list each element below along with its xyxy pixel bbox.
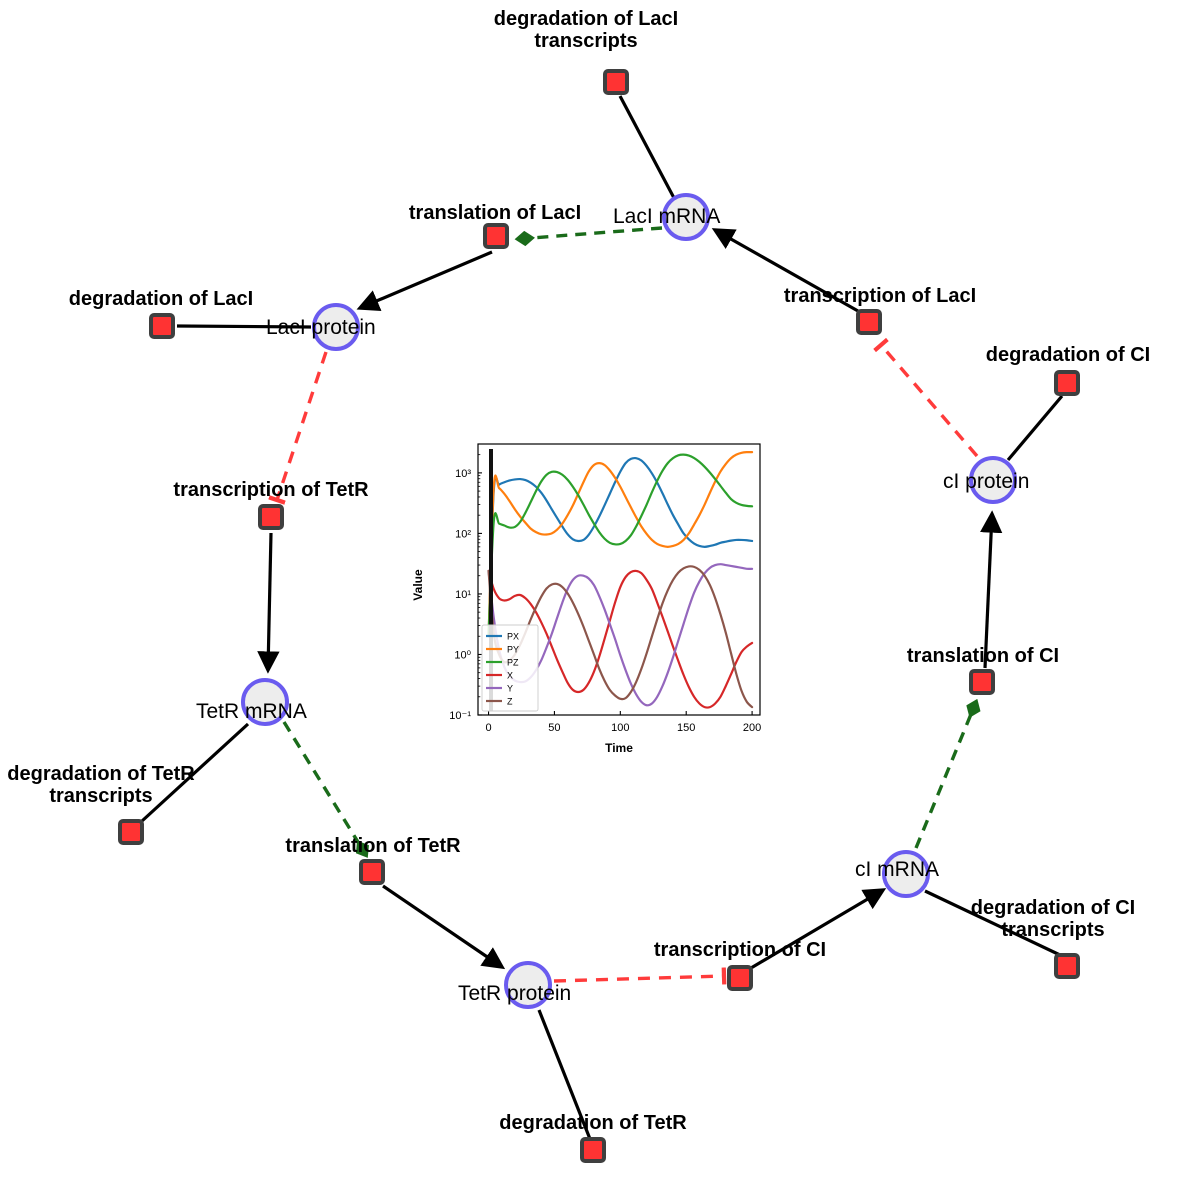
species-node-ci-mrna[interactable] bbox=[882, 850, 930, 898]
edge-transcription-tetr-to-tetr-mrna bbox=[257, 532, 280, 674]
x-tick-labels: 0 50 100 150 200 bbox=[485, 722, 761, 734]
edge-ci-mrna-to-translation-ci bbox=[914, 698, 981, 849]
series-line-pz bbox=[487, 453, 754, 638]
reaction-node-deg-laci-transcripts[interactable] bbox=[603, 69, 629, 95]
reaction-node-deg-tetr[interactable] bbox=[580, 1137, 606, 1163]
reaction-node-deg-tetr-transcripts[interactable] bbox=[118, 819, 144, 845]
x-tick-label: 150 bbox=[677, 722, 695, 734]
reaction-label-transcription-tetr: transcription of TetR bbox=[173, 479, 369, 501]
reaction-label-deg-laci-transcripts: degradation of LacI transcripts bbox=[493, 8, 679, 53]
y-axis-label: Value bbox=[411, 569, 425, 601]
x-tick-marks bbox=[487, 711, 753, 715]
reaction-label-transcription-ci: transcription of CI bbox=[653, 939, 827, 961]
edge-deg-laci-transcripts-to-laci-mrna bbox=[618, 95, 676, 199]
series-line-py bbox=[487, 451, 754, 638]
y-tick-label: 10¹ bbox=[455, 589, 471, 601]
edge-tetr-protein-to-deg-tetr bbox=[537, 1009, 592, 1140]
species-label-tetr-mrna: TetR mRNA bbox=[196, 700, 307, 723]
edge-tetr-protein-to-transcription-ci bbox=[553, 967, 727, 985]
edge-laci-protein-to-transcription-tetr bbox=[268, 351, 328, 505]
edge-tetr-mrna-to-translation-tetr bbox=[282, 721, 369, 858]
x-axis-label: Time bbox=[605, 741, 633, 755]
reaction-node-transcription-ci[interactable] bbox=[727, 965, 753, 991]
edge-transcription-ci-to-ci-mrna bbox=[750, 888, 887, 970]
species-label-ci-mrna: cI mRNA bbox=[855, 858, 939, 881]
reaction-node-deg-laci[interactable] bbox=[149, 313, 175, 339]
timecourse-plot-inset: 10⁻¹ 10⁰ 10¹ 10² 10³ 0 50 100 150 200 PX PY PZ X Y Z … bbox=[406, 435, 784, 760]
species-label-tetr-protein: TetR protein bbox=[458, 982, 572, 1005]
y-tick-label: 10² bbox=[455, 528, 471, 540]
species-node-tetr-protein[interactable] bbox=[504, 961, 552, 1009]
species-label-laci-mrna: LacI mRNA bbox=[613, 205, 721, 228]
reaction-label-translation-tetr: translation of TetR bbox=[285, 835, 461, 857]
edge-ci-protein-to-transcription-laci bbox=[873, 337, 979, 458]
reaction-node-translation-ci[interactable] bbox=[969, 669, 995, 695]
legend-label-py: PY bbox=[507, 644, 519, 654]
legend-label-y: Y bbox=[507, 683, 513, 693]
species-node-ci-protein[interactable] bbox=[969, 456, 1017, 504]
x-tick-label: 200 bbox=[743, 722, 761, 734]
reaction-node-translation-tetr[interactable] bbox=[359, 859, 385, 885]
edge-group-product bbox=[257, 228, 1003, 970]
reaction-label-deg-laci: degradation of LacI bbox=[68, 288, 254, 310]
edge-ci-mrna-to-deg-ci-transcripts bbox=[924, 889, 1061, 957]
reaction-label-deg-tetr-transcripts: degradation of TetR transcripts bbox=[7, 763, 195, 808]
species-node-tetr-mrna[interactable] bbox=[241, 678, 289, 726]
species-label-laci-protein: LacI protein bbox=[266, 316, 376, 339]
reaction-label-deg-ci: degradation of CI bbox=[985, 344, 1151, 366]
edge-translation-ci-to-ci-protein bbox=[979, 510, 1003, 669]
reaction-label-deg-ci-transcripts: degradation of CI transcripts bbox=[970, 897, 1136, 942]
reaction-label-translation-laci: translation of LacI bbox=[408, 202, 582, 224]
reaction-label-translation-ci: translation of CI bbox=[906, 645, 1060, 667]
reaction-node-transcription-laci[interactable] bbox=[856, 309, 882, 335]
y-tick-label: 10⁻¹ bbox=[449, 710, 471, 722]
edge-laci-protein-to-deg-laci bbox=[176, 324, 312, 329]
chart-legend: PX PY PZ XYZ bbox=[481, 624, 539, 712]
species-node-laci-protein[interactable] bbox=[312, 303, 360, 351]
legend-label-px: PX bbox=[507, 631, 519, 641]
edge-translation-laci-to-laci-protein bbox=[356, 250, 493, 312]
x-tick-label: 50 bbox=[548, 722, 560, 734]
legend-label-pz: PZ bbox=[507, 657, 519, 667]
species-label-ci-protein: cI protein bbox=[943, 470, 1030, 493]
legend-label-z: Z bbox=[507, 696, 513, 706]
edge-group-modifier bbox=[282, 226, 981, 858]
series-line-x bbox=[487, 569, 754, 709]
x-tick-label: 0 bbox=[485, 722, 491, 734]
edge-transcription-laci-to-laci-mrna bbox=[711, 228, 859, 313]
series-line-z bbox=[487, 565, 754, 709]
y-tick-label: 10⁰ bbox=[454, 649, 471, 661]
x-tick-label: 100 bbox=[611, 722, 629, 734]
y-tick-labels: 10⁻¹ 10⁰ 10¹ 10² 10³ bbox=[449, 468, 471, 722]
y-tick-label: 10³ bbox=[455, 468, 471, 480]
edge-translation-tetr-to-tetr-protein bbox=[382, 884, 506, 970]
reaction-node-deg-ci-transcripts[interactable] bbox=[1054, 953, 1080, 979]
species-node-laci-mrna[interactable] bbox=[662, 193, 710, 241]
y-tick-marks bbox=[478, 443, 482, 716]
reaction-node-deg-ci[interactable] bbox=[1054, 370, 1080, 396]
edge-laci-mrna-to-translation-laci bbox=[514, 226, 663, 247]
edge-group-plain bbox=[140, 95, 1064, 1140]
reaction-node-translation-laci[interactable] bbox=[483, 223, 509, 249]
series-line-px bbox=[487, 456, 754, 638]
reaction-label-deg-tetr: degradation of TetR bbox=[499, 1112, 687, 1134]
edge-ci-protein-to-deg-ci bbox=[1006, 394, 1064, 462]
reaction-node-transcription-tetr[interactable] bbox=[258, 504, 284, 530]
edge-tetr-mrna-to-deg-tetr-transcripts bbox=[140, 722, 250, 823]
legend-label-x: X bbox=[507, 670, 513, 680]
reaction-label-transcription-laci: transcription of LacI bbox=[783, 285, 977, 307]
edge-group-inhibition bbox=[268, 337, 979, 985]
